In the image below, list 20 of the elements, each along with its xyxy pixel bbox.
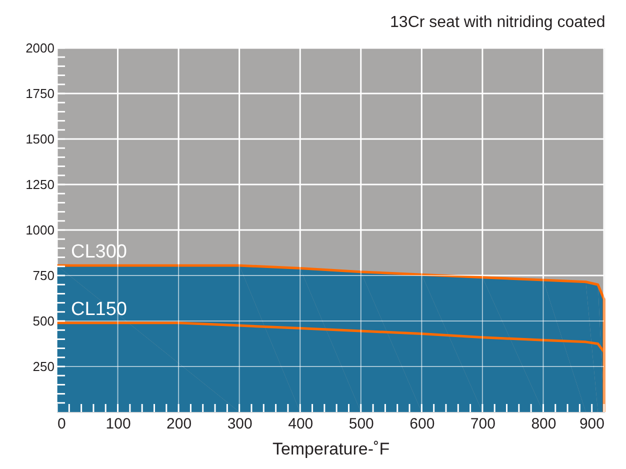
y-tick-label: 1000 bbox=[26, 222, 54, 238]
y-tick-label: 2000 bbox=[26, 40, 54, 56]
x-tick-label: 300 bbox=[227, 416, 252, 432]
x-axis-title: Temperature-˚F bbox=[272, 440, 390, 458]
x-tick-label: 700 bbox=[470, 416, 496, 432]
y-tick-label: 1250 bbox=[26, 177, 54, 192]
y-tick-label: 1500 bbox=[26, 132, 54, 146]
x-tick-label: 500 bbox=[348, 416, 374, 432]
y-tick-label: 750 bbox=[32, 268, 54, 283]
y-tick-label: 1750 bbox=[26, 86, 54, 101]
x-tick-label: 900 bbox=[579, 416, 604, 432]
chart-title: 13Cr seat with nitriding coated bbox=[390, 14, 606, 31]
y-tick-label: 250 bbox=[32, 359, 54, 374]
x-tick-label: 800 bbox=[531, 416, 556, 432]
y-tick-label: 500 bbox=[32, 314, 54, 328]
x-tick-label: 200 bbox=[166, 416, 192, 432]
x-tick-label: 0 bbox=[58, 416, 66, 432]
x-tick-label: 100 bbox=[106, 416, 131, 432]
x-tick-label: 600 bbox=[410, 416, 435, 432]
x-tick-label: 400 bbox=[288, 416, 314, 432]
